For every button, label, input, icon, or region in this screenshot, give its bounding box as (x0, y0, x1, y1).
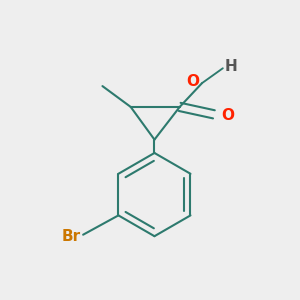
Text: O: O (221, 108, 234, 123)
Text: Br: Br (62, 229, 81, 244)
Text: H: H (224, 59, 237, 74)
Text: O: O (186, 74, 199, 89)
